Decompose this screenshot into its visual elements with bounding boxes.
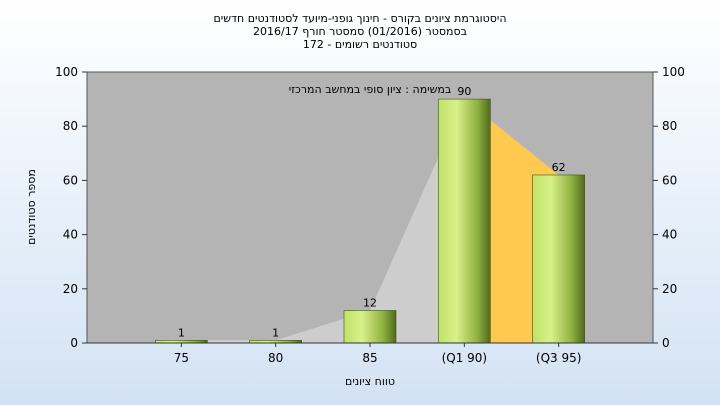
chart-title-line: בסמסטר (01/2016) סמסטר חורף 2016/17: [253, 25, 467, 38]
bar-2: [343, 310, 397, 344]
x-tick-label: (Q3 95): [536, 351, 582, 365]
y-tick-label-right: 0: [662, 336, 670, 350]
chart-title-line: היסטוגרמת ציונים בקורס - חינוך גופני-מיו…: [213, 12, 506, 25]
chart-title-block: היסטוגרמת ציונים בקורס - חינוך גופני-מיו…: [213, 12, 506, 51]
bar-value-label: 1: [178, 326, 185, 339]
bars: [155, 98, 585, 344]
y-tick-label-right: 100: [662, 65, 685, 79]
x-tick-label: (Q1 90): [442, 351, 488, 365]
bar-value-label: 1: [272, 326, 279, 339]
y-tick-label-left: 0: [70, 336, 78, 350]
x-tick-label: 85: [362, 351, 377, 365]
y-tick-label-right: 80: [662, 119, 677, 133]
y-tick-label-left: 20: [63, 282, 78, 296]
x-axis-label: טווח ציונים: [345, 375, 395, 388]
y-tick-label-right: 20: [662, 282, 677, 296]
bar-value-labels: 1 1 12 90 62: [178, 85, 566, 339]
bar-4: [532, 174, 585, 344]
y-tick-label-right: 60: [662, 173, 677, 187]
chart-subtitle: במשימה : ציון סופי במחשב המרכזי: [289, 83, 452, 96]
bar-value-label: 90: [457, 85, 471, 98]
lower-distribution-area: [181, 99, 465, 343]
y-tick-label-left: 60: [63, 173, 78, 187]
y-axis-label: מספר סטודנטים: [25, 169, 38, 245]
y-tick-label-right: 40: [662, 228, 677, 242]
bar-3: [438, 98, 491, 344]
chart-title-line: סטודנטים רשומים - 172: [303, 38, 417, 51]
y-tick-label-left: 40: [63, 228, 78, 242]
bar-value-label: 12: [363, 296, 377, 309]
x-tick-label: 80: [268, 351, 283, 365]
y-tick-label-left: 100: [55, 65, 78, 79]
y-tick-label-left: 80: [63, 119, 78, 133]
axes: 0 0 20 20 40 40 60 60 80 80 100 100 75 80 85 (Q1 90) (Q3…: [55, 65, 685, 365]
x-tick-label: 75: [174, 351, 189, 365]
bar-value-label: 62: [552, 161, 566, 174]
